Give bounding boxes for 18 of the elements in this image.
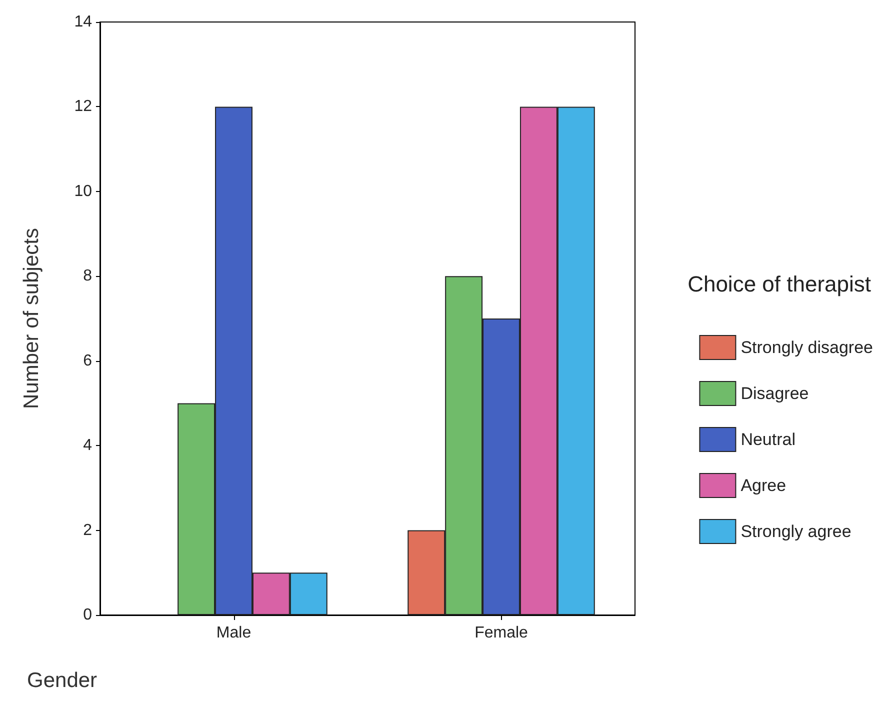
- y-tick-label: 6: [83, 352, 92, 370]
- legend-label: Strongly disagree: [740, 338, 874, 357]
- x-axis-title: Gender: [27, 669, 98, 692]
- y-tick-label: 0: [83, 606, 92, 624]
- y-tick-label: 2: [83, 522, 92, 539]
- legend-label: Neutral: [740, 430, 796, 449]
- legend-label: Strongly agree: [740, 522, 852, 541]
- y-tick-label: 10: [74, 182, 92, 200]
- x-tick-label: Male: [216, 624, 252, 642]
- y-tick-label: 12: [74, 98, 92, 116]
- legend-label: Disagree: [740, 384, 809, 403]
- legend-title: Choice of therapist: [688, 272, 872, 296]
- y-tick-label: 4: [83, 437, 92, 454]
- y-tick-label: 8: [83, 268, 92, 285]
- y-axis-title: Number of subjects: [20, 228, 43, 409]
- y-tick-label: 14: [74, 14, 92, 30]
- x-tick-label: Female: [474, 624, 528, 642]
- legend-label: Agree: [740, 476, 786, 495]
